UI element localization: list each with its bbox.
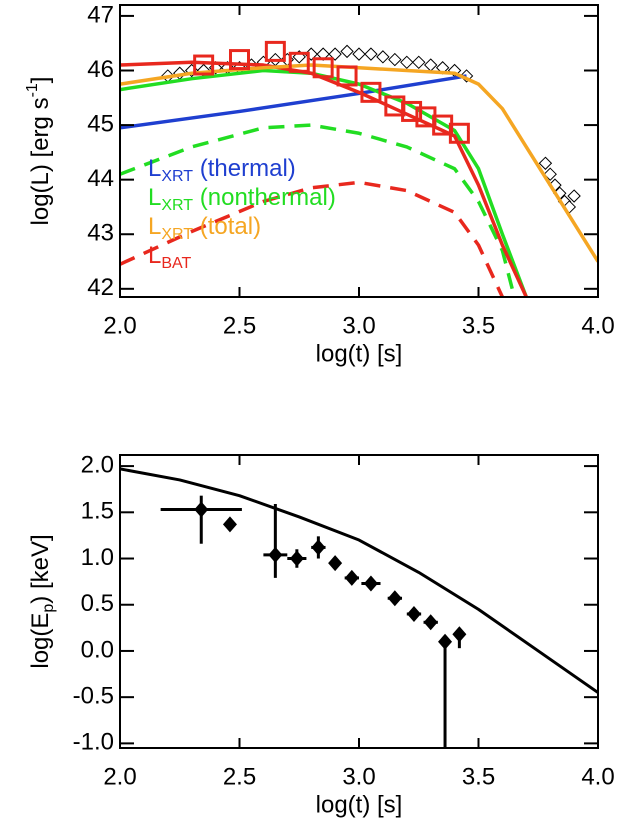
data-point bbox=[406, 605, 421, 622]
legend-subscript: XRT bbox=[161, 226, 193, 243]
data-point bbox=[352, 47, 366, 61]
legend-subscript: BAT bbox=[161, 255, 191, 272]
plot-area bbox=[120, 40, 598, 297]
legend-label: (nonthermal) bbox=[200, 184, 336, 211]
y-tick-label: 0.0 bbox=[81, 636, 114, 663]
y-tick-label: 46 bbox=[87, 56, 114, 83]
legend-label: (total) bbox=[200, 213, 261, 240]
y-axis-label-sub: p bbox=[40, 604, 57, 613]
data-point bbox=[311, 539, 326, 556]
data-point bbox=[423, 614, 438, 631]
data-point bbox=[388, 52, 402, 67]
data-point bbox=[288, 51, 310, 73]
data-point bbox=[312, 57, 334, 79]
legend-entry: LBAT bbox=[148, 242, 192, 272]
x-tick-label: 3.0 bbox=[342, 763, 375, 790]
plot-frame bbox=[119, 4, 599, 298]
x-tick-label: 4.0 bbox=[581, 312, 614, 339]
data-point bbox=[364, 47, 378, 61]
y-tick-label: 1.0 bbox=[81, 544, 114, 571]
data-point bbox=[452, 626, 467, 643]
data-point bbox=[344, 569, 359, 586]
y-tick-label: 44 bbox=[87, 165, 114, 192]
model-line bbox=[120, 180, 504, 297]
data-point bbox=[336, 65, 358, 87]
legend-entry: LXRT (total) bbox=[148, 213, 261, 243]
legend-spacer bbox=[193, 213, 200, 240]
x-tick-label: 2.0 bbox=[103, 312, 136, 339]
data-point bbox=[268, 546, 283, 563]
x-tick-label: 2.5 bbox=[223, 312, 256, 339]
y-tick-label: 45 bbox=[87, 110, 114, 137]
x-tick-label: 3.5 bbox=[462, 763, 495, 790]
data-point bbox=[194, 501, 209, 518]
data-point bbox=[222, 516, 237, 533]
legend-subscript: XRT bbox=[161, 197, 193, 214]
y-axis-label-sup: -1 bbox=[24, 83, 41, 97]
legend-spacer bbox=[193, 184, 200, 211]
x-tick-label: 3.5 bbox=[462, 312, 495, 339]
data-point bbox=[264, 40, 286, 62]
data-point bbox=[438, 633, 453, 650]
y-tick-label: -0.5 bbox=[73, 683, 114, 710]
data-point bbox=[328, 47, 342, 61]
x-tick-label: 3.0 bbox=[342, 312, 375, 339]
legend-symbol: L bbox=[148, 242, 161, 269]
data-point bbox=[400, 55, 414, 70]
legend-symbol: L bbox=[148, 184, 161, 211]
data-point bbox=[401, 100, 423, 122]
model-line bbox=[120, 68, 528, 297]
data-point bbox=[229, 49, 250, 71]
y-tick-label: 42 bbox=[87, 274, 114, 301]
x-tick-label: 4.0 bbox=[581, 763, 614, 790]
legend-subscript: XRT bbox=[161, 168, 193, 185]
legend-label: (thermal) bbox=[200, 155, 296, 182]
data-point bbox=[360, 81, 382, 103]
legend-entry: LXRT (thermal) bbox=[148, 155, 296, 185]
data-point bbox=[340, 44, 354, 59]
x-tick-label: 2.0 bbox=[103, 763, 136, 790]
data-point bbox=[412, 55, 426, 70]
x-axis-label: log(t) [s] bbox=[316, 340, 403, 367]
legend-entry: LXRT (nonthermal) bbox=[148, 184, 336, 214]
x-axis-label: log(t) [s] bbox=[316, 791, 403, 818]
data-point bbox=[376, 50, 390, 64]
y-tick-label: 1.5 bbox=[81, 498, 114, 525]
data-point bbox=[193, 54, 215, 76]
model-line bbox=[120, 123, 517, 297]
model-line bbox=[120, 60, 528, 297]
legend-spacer bbox=[193, 155, 200, 182]
y-axis-label: log(L) [erg s-1] bbox=[24, 77, 54, 226]
data-point bbox=[423, 58, 438, 72]
y-tick-label: 0.5 bbox=[81, 590, 114, 617]
y-axis-label: log(Ep) [keV] bbox=[27, 534, 57, 668]
data-point bbox=[387, 590, 402, 607]
model-line bbox=[120, 63, 598, 263]
data-point bbox=[328, 555, 343, 572]
data-point bbox=[538, 156, 553, 170]
model-curve bbox=[120, 467, 598, 694]
y-tick-label: 2.0 bbox=[81, 451, 114, 478]
y-axis-label-text: log(L) [erg s bbox=[27, 97, 54, 225]
data-point bbox=[289, 550, 304, 567]
y-tick-label: 43 bbox=[87, 220, 114, 247]
x-tick-label: 2.5 bbox=[223, 763, 256, 790]
model-line bbox=[120, 74, 467, 130]
y-axis-label-end: ) [keV] bbox=[27, 534, 54, 603]
data-point bbox=[448, 122, 470, 144]
plot-frame bbox=[119, 454, 599, 749]
data-point bbox=[567, 189, 581, 203]
legend-symbol: L bbox=[148, 213, 161, 240]
data-point bbox=[363, 575, 378, 592]
y-axis-label-text: log(E bbox=[27, 613, 54, 669]
y-axis-label-end: ] bbox=[27, 77, 54, 84]
plot-area bbox=[120, 467, 598, 748]
y-tick-label: -1.0 bbox=[73, 729, 114, 756]
y-tick-label: 47 bbox=[87, 1, 114, 28]
legend-symbol: L bbox=[148, 155, 161, 182]
